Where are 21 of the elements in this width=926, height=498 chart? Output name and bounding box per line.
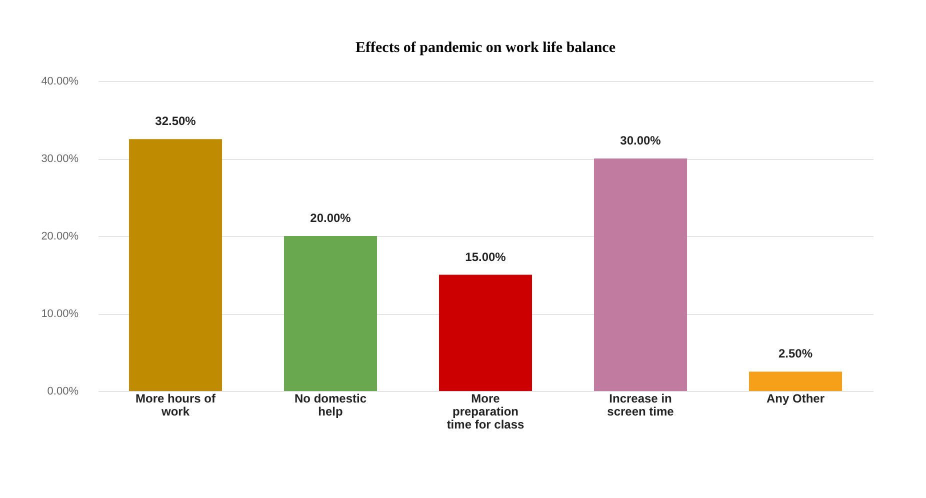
x-tick-label: Increase in screen time [607, 392, 674, 418]
x-tick-label: Any Other [766, 392, 825, 406]
data-label: 32.50% [155, 114, 196, 128]
data-label: 30.00% [620, 134, 662, 148]
x-tick-label: More hours of work [136, 392, 216, 418]
bar [594, 158, 687, 391]
bar [749, 372, 842, 391]
bar [439, 274, 532, 391]
y-tick-label: 30.00% [41, 153, 79, 165]
data-label: 15.00% [465, 250, 506, 264]
y-tick-label: 40.00% [41, 76, 79, 88]
data-label: 2.50% [778, 346, 813, 361]
x-tick-label: More preparation time for class [446, 392, 525, 432]
y-tick-label: 10.00% [41, 308, 79, 320]
bar [284, 236, 377, 391]
x-tick-label: No domestic help [294, 392, 367, 418]
chart-title: Effects of pandemic on work life balance [356, 40, 616, 56]
y-tick-label: 20.00% [41, 230, 79, 242]
data-label: 20.00% [310, 211, 352, 225]
y-tick-label: 0.00% [47, 386, 79, 398]
bar [129, 139, 222, 391]
